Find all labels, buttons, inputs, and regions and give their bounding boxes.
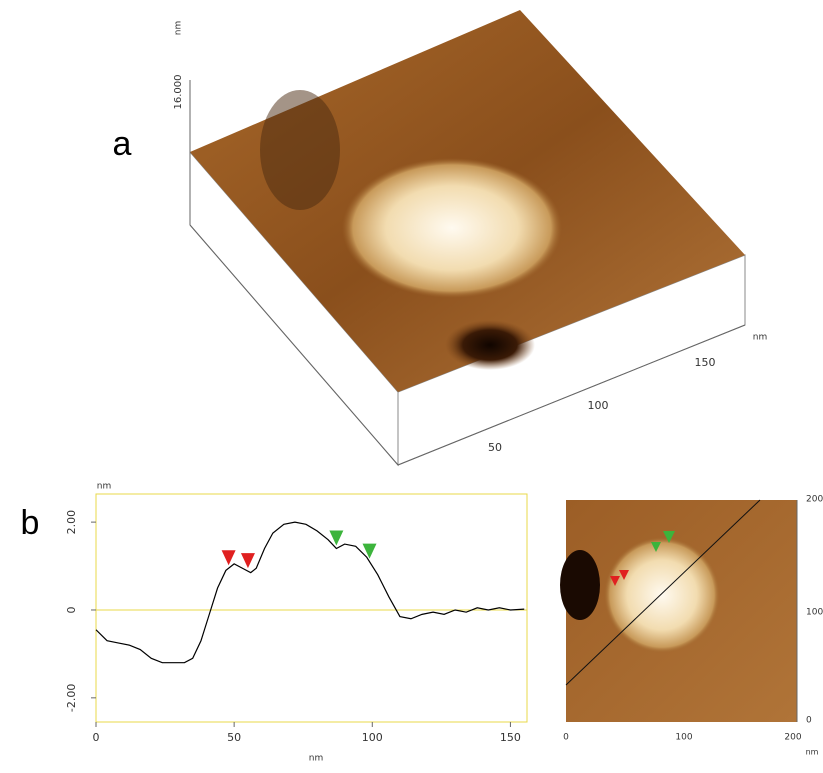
profile-chart: 2.00 0 -2.00 0 50 100 150 nm nm bbox=[65, 482, 527, 764]
x-unit: nm bbox=[753, 333, 767, 343]
x-tick-label: 100 bbox=[588, 399, 609, 412]
y-tick-label: -2.00 bbox=[65, 684, 78, 712]
x-tick-label: 0 bbox=[563, 733, 569, 743]
y-tick-label: 100 bbox=[806, 608, 823, 618]
x-unit: nm bbox=[806, 748, 819, 757]
panel-a: nm 16.000 50 100 150 nm a bbox=[113, 10, 768, 465]
z-unit: nm bbox=[174, 21, 184, 35]
x-tick-label: 150 bbox=[500, 731, 521, 744]
particle bbox=[342, 158, 562, 298]
shadow bbox=[260, 90, 340, 210]
x-tick-label: 50 bbox=[488, 441, 502, 454]
y-tick-label: 0 bbox=[65, 606, 78, 613]
x-tick-label: 100 bbox=[362, 731, 383, 744]
z-tick-label: 16.000 bbox=[173, 75, 184, 110]
x-tick-label: 50 bbox=[227, 731, 241, 744]
y-axis-label: nm bbox=[97, 482, 111, 492]
profile-line bbox=[96, 522, 524, 663]
figure: nm 16.000 50 100 150 nm a b 2.00 0 -2.00 0 5… bbox=[0, 0, 823, 769]
y-tick-label: 2.00 bbox=[65, 510, 78, 535]
y-tick-label: 200 bbox=[806, 495, 823, 505]
pit bbox=[445, 320, 535, 370]
x-tick-label: 0 bbox=[93, 731, 100, 744]
cursor-marker bbox=[363, 544, 377, 559]
y-tick-label: 0 bbox=[806, 716, 812, 726]
cursor-marker bbox=[222, 550, 236, 565]
pit bbox=[560, 550, 600, 620]
panel-image: 200 100 0 0 100 200 nm bbox=[560, 495, 823, 757]
panel-label: a bbox=[113, 125, 132, 163]
x-tick-label: 150 bbox=[695, 356, 716, 369]
x-tick-label: 200 bbox=[784, 733, 801, 743]
panel-label: b bbox=[21, 504, 40, 542]
x-axis-label: nm bbox=[309, 754, 323, 764]
cursor-marker bbox=[241, 553, 255, 568]
x-tick-label: 100 bbox=[675, 733, 692, 743]
